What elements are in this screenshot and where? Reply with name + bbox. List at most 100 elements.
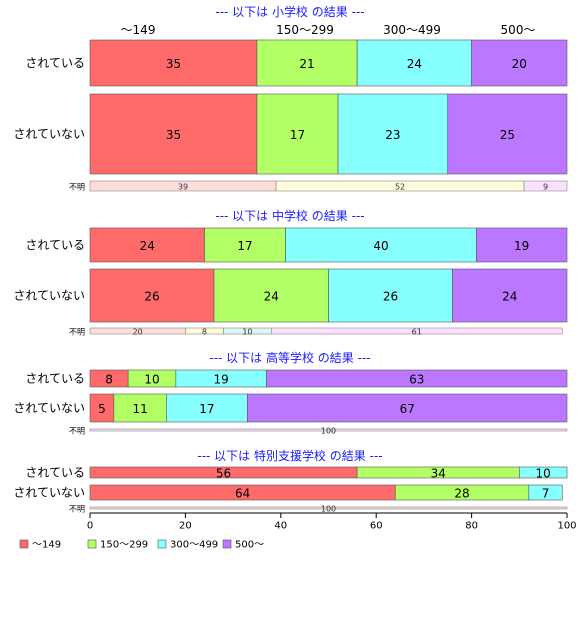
legend-label: 300～499: [170, 540, 218, 551]
unknown-value-label: 8: [202, 328, 207, 337]
unknown-segment: [89, 428, 568, 432]
bar-segment: [213, 268, 329, 323]
bar-segment: [356, 39, 472, 87]
panel-title: --- 以下は 中学校 の結果 ---: [215, 208, 364, 223]
panel-title: --- 以下は 特別支援学校 の結果 ---: [197, 448, 382, 463]
bar-segment: [447, 93, 568, 175]
bar-value-label: 11: [132, 402, 147, 416]
bar-value-label: 25: [500, 128, 515, 142]
x-tick-label: 100: [557, 521, 576, 532]
panel-title: --- 以下は 高等学校 の結果 ---: [209, 350, 370, 365]
top-column-label: 150～299: [276, 23, 334, 37]
bar-segment: [89, 268, 215, 323]
unknown-value-label: 52: [395, 183, 405, 192]
legend-swatch: [157, 539, 167, 549]
top-column-label: 500～: [501, 23, 536, 37]
unknown-value-label: 61: [412, 328, 422, 337]
bar-segment: [256, 93, 339, 175]
top-column-label: ～149: [121, 23, 156, 37]
unknown-value-label: 20: [133, 328, 143, 337]
bar-value-label: 40: [373, 239, 388, 253]
row-label: されていない: [13, 486, 85, 500]
row-label: されていない: [13, 127, 85, 141]
bar-value-label: 17: [290, 128, 305, 142]
bar-segment: [113, 393, 167, 423]
bar-segment: [89, 39, 258, 87]
bar-value-label: 21: [299, 57, 314, 71]
bar-segment: [471, 39, 568, 87]
unknown-row-label: 不明: [69, 183, 85, 192]
row-label: されている: [25, 56, 85, 70]
bar-value-label: 35: [166, 128, 181, 142]
legend-swatch: [87, 539, 97, 549]
unknown-value-label: 10: [242, 328, 252, 337]
bar-value-label: 17: [199, 402, 214, 416]
bar-segment: [285, 227, 477, 263]
unknown-value-label: 9: [543, 183, 548, 192]
bar-value-label: 26: [383, 290, 398, 304]
x-tick-label: 40: [274, 521, 287, 532]
bar-value-label: 19: [514, 239, 529, 253]
bar-value-label: 24: [502, 290, 517, 304]
unknown-segment: [523, 180, 568, 192]
unknown-row-label: 不明: [69, 427, 85, 436]
unknown-row-label: 不明: [69, 328, 85, 337]
bar-value-label: 7: [542, 487, 550, 501]
bar-segment: [247, 393, 568, 423]
x-tick-label: 80: [465, 521, 478, 532]
bar-segment: [166, 393, 248, 423]
bar-value-label: 63: [409, 373, 424, 387]
row-label: されている: [25, 466, 85, 480]
bar-segment: [452, 268, 568, 323]
bar-segment: [528, 484, 563, 501]
legend-label: 150～299: [100, 540, 148, 551]
x-tick-label: 20: [179, 521, 192, 532]
bar-value-label: 23: [385, 128, 400, 142]
bar-value-label: 20: [512, 57, 527, 71]
bar-value-label: 24: [407, 57, 422, 71]
row-label: されていない: [13, 401, 85, 415]
x-tick-label: 0: [87, 521, 93, 532]
bar-value-label: 10: [536, 467, 551, 481]
bar-value-label: 56: [216, 467, 231, 481]
bar-value-label: 34: [431, 467, 446, 481]
unknown-value-label: 100: [321, 427, 336, 436]
bar-segment: [518, 466, 568, 479]
bar-value-label: 35: [166, 57, 181, 71]
unknown-segment: [89, 506, 568, 510]
bar-value-label: 8: [105, 373, 113, 387]
top-column-label: 300～499: [383, 23, 441, 37]
bar-segment: [476, 227, 568, 263]
x-tick-label: 60: [370, 521, 383, 532]
bar-value-label: 28: [454, 487, 469, 501]
legend-label: 500～: [235, 540, 264, 551]
legend-label: ～149: [32, 540, 61, 551]
bar-value-label: 67: [400, 402, 415, 416]
bar-value-label: 10: [144, 373, 159, 387]
bar-value-label: 19: [214, 373, 229, 387]
unknown-value-label: 100: [321, 505, 336, 514]
bar-segment: [266, 369, 568, 388]
legend-swatch: [19, 539, 29, 549]
bar-segment: [256, 39, 358, 87]
unknown-segment: [271, 327, 563, 335]
bar-value-label: 24: [264, 290, 279, 304]
bar-value-label: 17: [237, 239, 252, 253]
bar-value-label: 26: [144, 290, 159, 304]
bar-segment: [89, 93, 258, 175]
row-label: されている: [25, 238, 85, 252]
panel-title: --- 以下は 小学校 の結果 ---: [215, 4, 364, 19]
bar-value-label: 64: [235, 487, 250, 501]
row-label: されていない: [13, 289, 85, 303]
unknown-value-label: 39: [178, 183, 188, 192]
bar-value-label: 5: [98, 402, 106, 416]
unknown-row-label: 不明: [69, 505, 85, 514]
row-label: されている: [25, 372, 85, 386]
bar-value-label: 24: [140, 239, 155, 253]
bar-segment: [89, 227, 205, 263]
bar-segment: [337, 93, 449, 175]
legend-swatch: [222, 539, 232, 549]
bar-segment: [204, 227, 286, 263]
bar-segment: [328, 268, 453, 323]
